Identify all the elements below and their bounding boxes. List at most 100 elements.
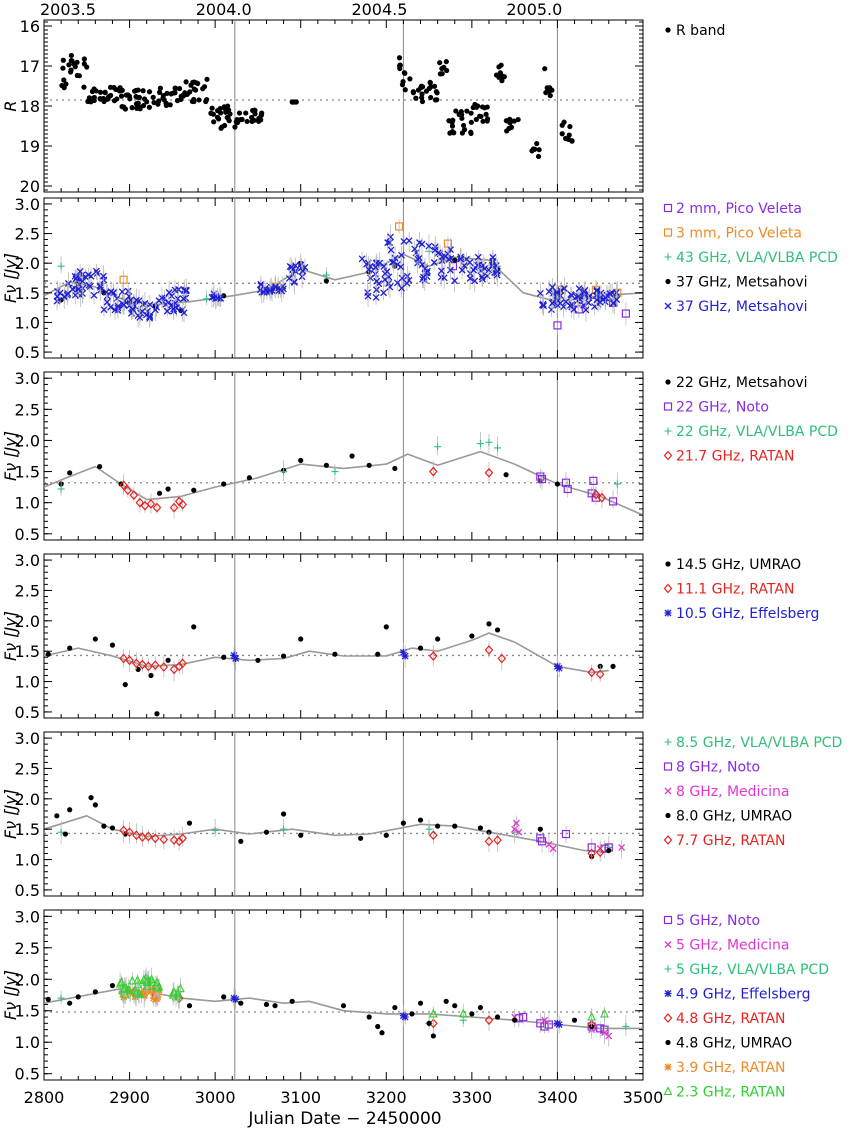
data-point <box>497 70 503 76</box>
data-point <box>421 265 429 273</box>
data-point <box>165 657 171 663</box>
data-point <box>153 995 161 1003</box>
data-point <box>244 118 250 125</box>
top-year-axis: 2003.5 2004.0 2004.5 2005.0 <box>40 0 562 19</box>
panel-frame <box>43 371 644 541</box>
data-point <box>450 117 456 123</box>
data-point <box>322 271 330 279</box>
data-point <box>54 813 60 819</box>
data-point <box>191 96 197 103</box>
legend-entry: 5 GHz, Medicina <box>664 938 790 954</box>
legend-marker <box>664 941 672 948</box>
data-point <box>610 663 616 669</box>
data-point <box>547 92 553 99</box>
data-point <box>484 118 490 124</box>
data-point <box>575 285 583 293</box>
data-point <box>263 1001 270 1008</box>
data-point <box>45 996 51 1003</box>
data-point <box>103 298 111 306</box>
legend-entry: R band <box>665 23 725 39</box>
data-point <box>232 654 240 662</box>
data-point <box>419 95 425 101</box>
data-point <box>386 239 394 247</box>
data-point <box>349 453 355 459</box>
legend-label: 3 mm, Pico Veleta <box>676 226 802 242</box>
data-point <box>79 277 87 285</box>
data-point <box>383 268 391 276</box>
data-point <box>281 653 287 659</box>
data-point <box>85 98 91 105</box>
x-tick-label: 3300 <box>451 1088 492 1107</box>
data-point <box>255 657 261 663</box>
data-point <box>437 71 443 77</box>
data-point <box>323 462 329 468</box>
data-point <box>469 1011 475 1017</box>
series-5-ghz-medicina: 5 GHz, Medicina <box>511 938 790 1047</box>
data-point <box>170 305 178 313</box>
panel-frame <box>43 731 644 897</box>
legend-entry: 8.5 GHz, VLA/VLBA PCD <box>664 735 842 751</box>
data-point <box>417 645 424 651</box>
data-point <box>183 79 189 85</box>
data-point <box>530 146 537 152</box>
data-point <box>568 291 576 299</box>
data-point <box>443 59 449 65</box>
legend-entry: 22 GHz, Noto <box>663 400 769 416</box>
data-point <box>60 57 66 63</box>
data-point <box>204 96 210 103</box>
data-point <box>53 293 61 301</box>
y-tick-label: 1.0 <box>15 494 40 513</box>
data-point <box>428 1008 438 1018</box>
data-point <box>544 1020 553 1029</box>
legend-marker <box>665 561 671 567</box>
data-point <box>75 994 81 1000</box>
y-tick-label: 2.0 <box>15 970 40 989</box>
data-point <box>67 1000 73 1006</box>
panels-group: 16 17 18 19 20 R R band 0.5 1.0 1.5 2.0 2.5 3.0 Fν [J… <box>1 17 842 1101</box>
data-point <box>121 104 127 110</box>
data-point <box>548 299 556 307</box>
y-tick-label: 1.0 <box>15 1033 40 1052</box>
legend-entry: 8.0 GHz, UMRAO <box>665 809 792 825</box>
data-point <box>536 472 545 481</box>
data-point <box>391 254 399 262</box>
legend-marker <box>663 450 673 461</box>
data-point <box>266 287 274 295</box>
data-point <box>174 661 184 672</box>
y-tick-label: 0.5 <box>15 703 40 722</box>
data-point <box>88 795 94 801</box>
data-point <box>81 61 87 67</box>
data-point <box>178 93 184 99</box>
data-point <box>196 97 202 103</box>
data-point <box>243 110 249 116</box>
data-point <box>560 285 568 292</box>
data-point <box>469 633 475 639</box>
legend-entry: 7.7 GHz, RATAN <box>663 833 786 849</box>
data-point <box>484 1015 494 1026</box>
data-point <box>293 99 299 105</box>
data-point <box>164 299 172 307</box>
y-tick-label: 1.5 <box>15 1002 40 1021</box>
data-point <box>504 128 510 134</box>
data-point <box>474 253 482 261</box>
data-point <box>601 1029 608 1037</box>
legend-entry: 5 GHz, Noto <box>663 913 760 929</box>
data-point <box>60 65 66 71</box>
data-point <box>609 299 617 307</box>
data-point <box>154 711 160 717</box>
data-point <box>76 267 84 275</box>
data-point <box>72 64 78 70</box>
data-point <box>430 259 438 266</box>
data-point <box>144 661 153 672</box>
data-point <box>587 667 596 678</box>
data-point <box>415 87 422 93</box>
data-point <box>452 823 458 829</box>
data-point <box>388 258 396 266</box>
data-point <box>102 288 110 296</box>
data-point <box>515 116 521 123</box>
data-point <box>81 56 87 62</box>
data-point <box>168 292 176 300</box>
data-point <box>221 481 227 487</box>
data-point <box>554 481 561 487</box>
x-tick-label: 3500 <box>623 1088 664 1107</box>
